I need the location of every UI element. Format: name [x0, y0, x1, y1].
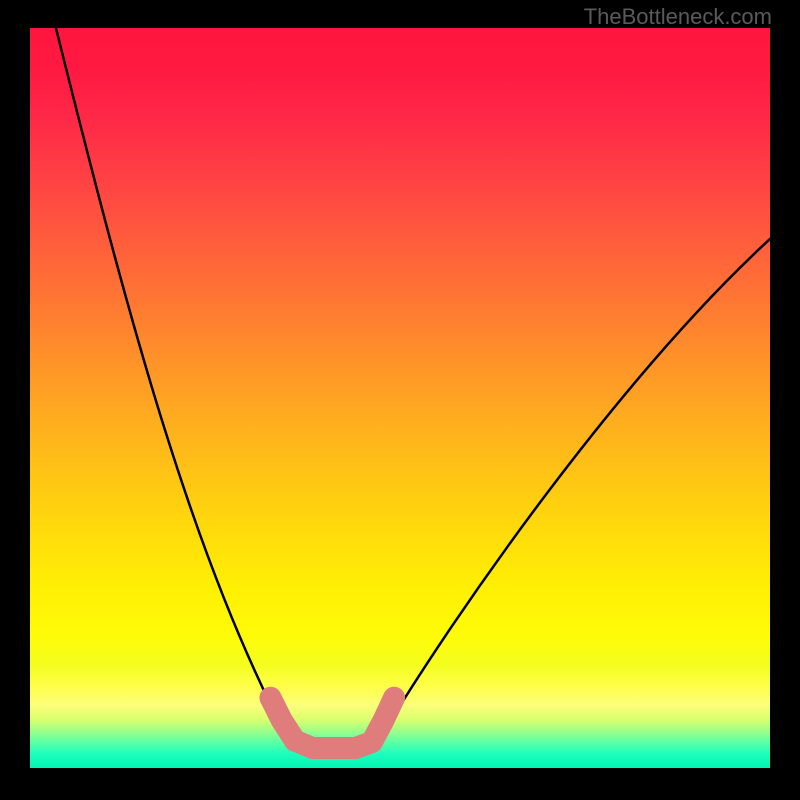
gradient-background: [30, 28, 770, 768]
plot-area: [30, 28, 770, 768]
chart-frame: TheBottleneck.com: [0, 0, 800, 800]
plot-svg: [30, 28, 770, 768]
watermark-text: TheBottleneck.com: [584, 4, 772, 30]
